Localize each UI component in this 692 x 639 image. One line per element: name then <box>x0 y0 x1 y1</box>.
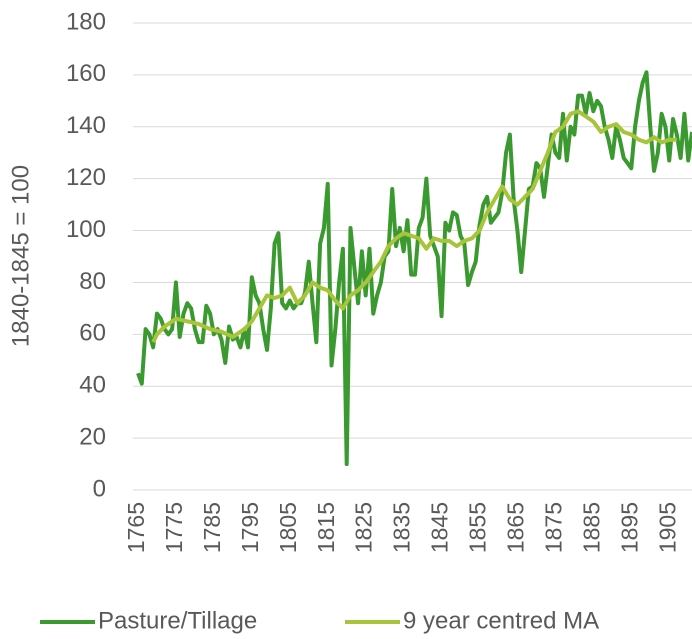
y-tick-label: 100 <box>66 216 106 243</box>
y-axis-label: 1840-1845 = 100 <box>7 165 34 347</box>
x-tick-label: 1855 <box>465 502 491 553</box>
x-tick-label: 1835 <box>389 502 415 553</box>
x-tick-label: 1875 <box>540 502 566 553</box>
x-tick-label: 1865 <box>503 502 529 553</box>
x-tick-label: 1905 <box>654 502 680 553</box>
y-tick-label: 20 <box>79 423 106 450</box>
x-tick-label: 1765 <box>123 502 149 553</box>
legend-label: Pasture/Tillage <box>98 607 257 634</box>
y-tick-label: 120 <box>66 164 106 191</box>
y-tick-label: 180 <box>66 8 106 35</box>
x-tick-label: 1775 <box>161 502 187 553</box>
x-tick-label: 1785 <box>199 502 225 553</box>
data-line <box>151 109 677 343</box>
x-tick-label: 1895 <box>616 502 642 553</box>
x-tick-label: 1825 <box>351 502 377 553</box>
y-tick-label: 160 <box>66 60 106 87</box>
y-tick-label: 80 <box>79 268 106 295</box>
x-tick-label: 1815 <box>313 502 339 553</box>
x-tick-label: 1845 <box>427 502 453 553</box>
y-tick-label: 40 <box>79 372 106 399</box>
x-tick-label: 1885 <box>578 502 604 553</box>
y-tick-label: 140 <box>66 112 106 139</box>
y-tick-label: 60 <box>79 320 106 347</box>
data-line <box>136 70 692 467</box>
x-tick-label: 1805 <box>275 502 301 553</box>
y-tick-label: 0 <box>93 475 106 502</box>
legend-label: 9 year centred MA <box>403 607 599 634</box>
x-tick-label: 1795 <box>237 502 263 553</box>
